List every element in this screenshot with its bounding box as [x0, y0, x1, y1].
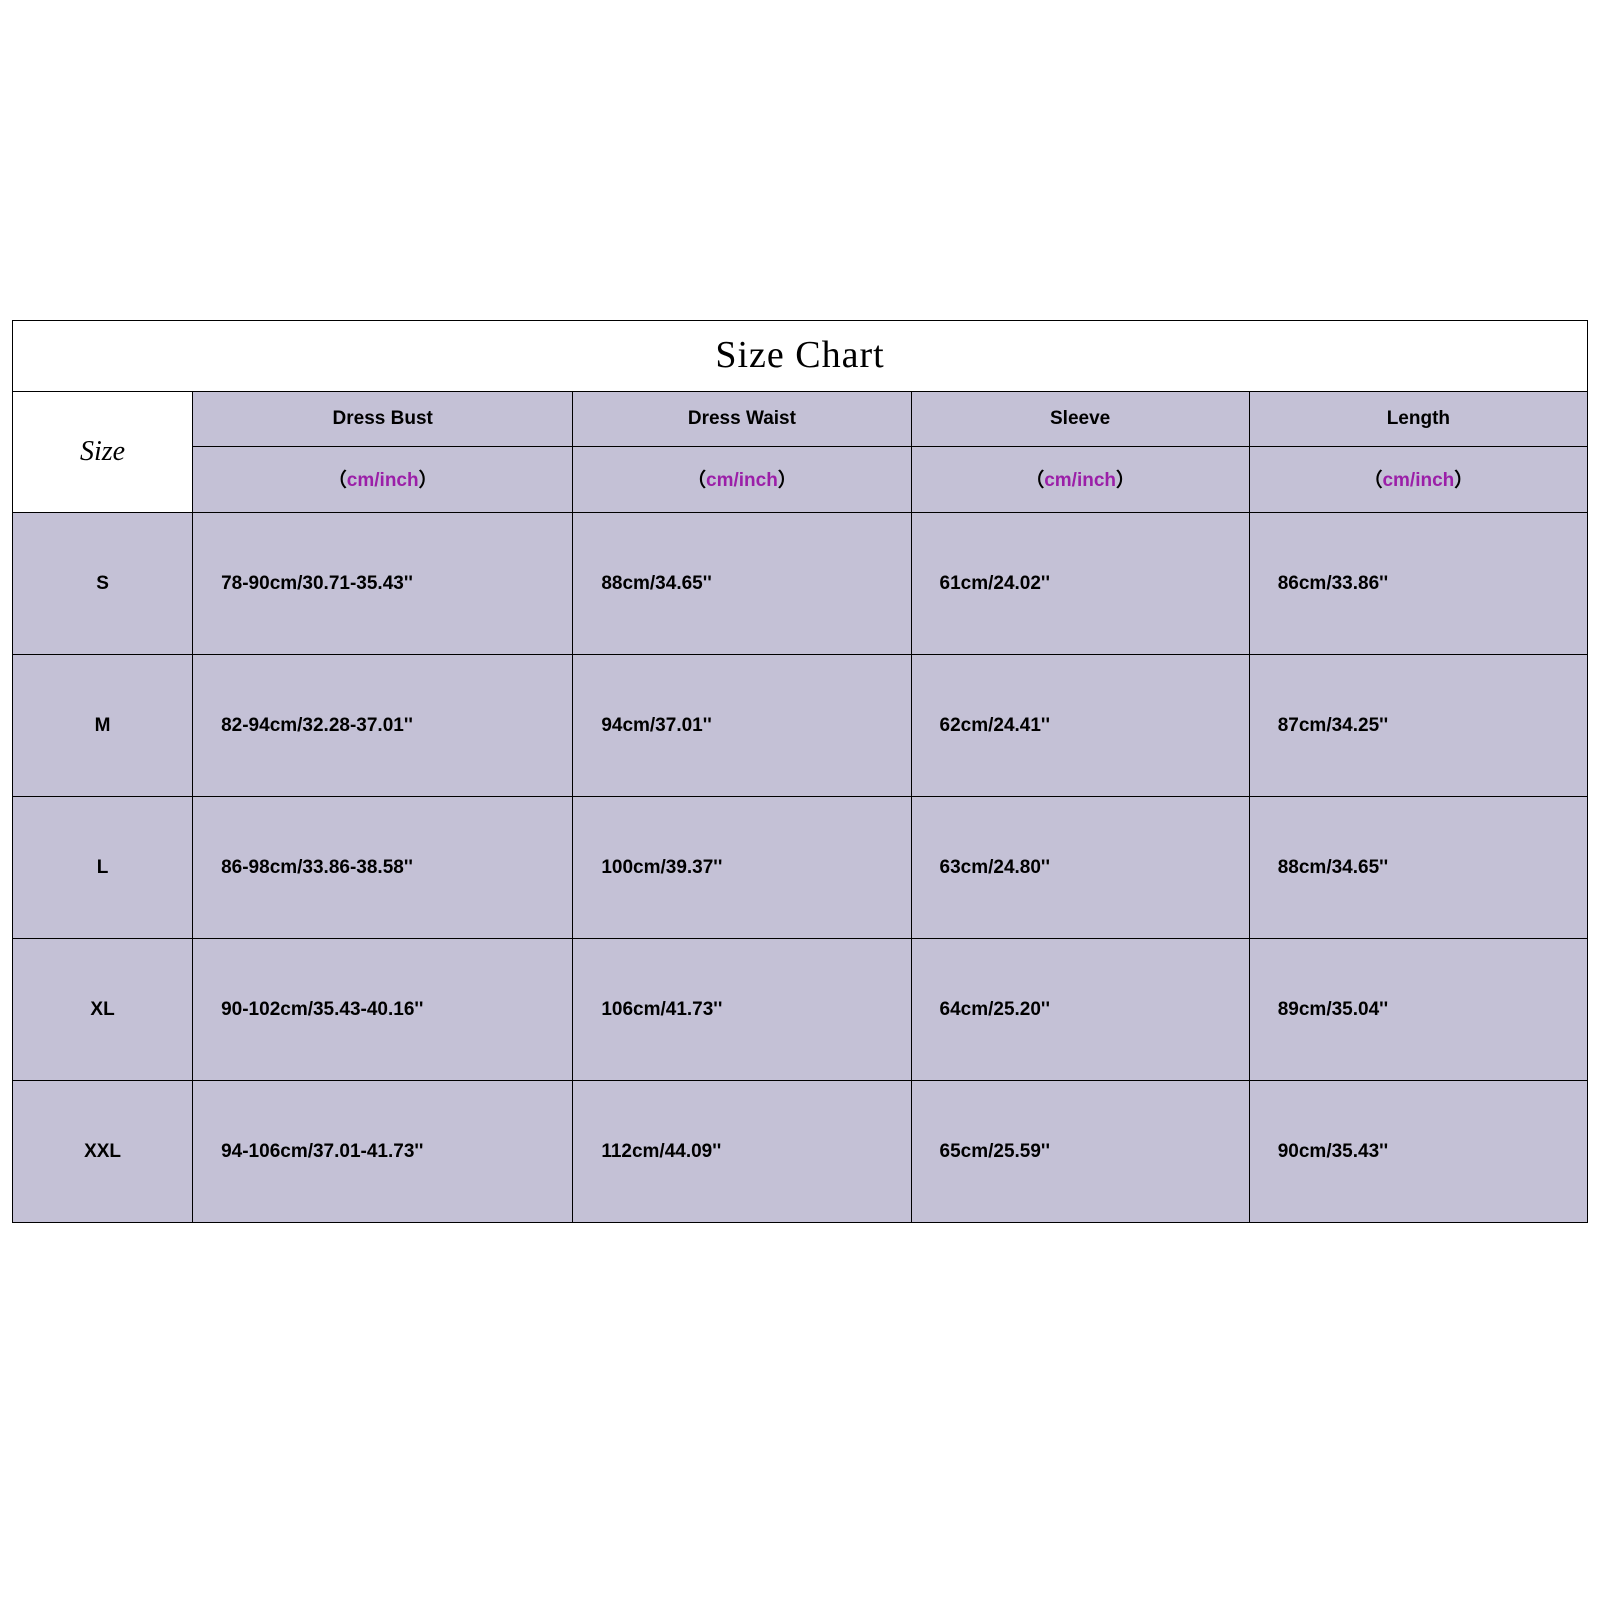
unit-bust: （cm/inch）	[193, 447, 573, 513]
cell-waist: 88cm/34.65''	[573, 513, 911, 655]
cell-sleeve: 65cm/25.59''	[911, 1081, 1249, 1223]
cell-waist: 112cm/44.09''	[573, 1081, 911, 1223]
size-label: M	[13, 655, 193, 797]
header-row: Size Dress Bust Dress Waist Sleeve Lengt…	[13, 392, 1588, 447]
col-header-length: Length	[1249, 392, 1587, 447]
size-label: XL	[13, 939, 193, 1081]
cell-length: 87cm/34.25''	[1249, 655, 1587, 797]
cell-length: 88cm/34.65''	[1249, 797, 1587, 939]
table-row: M 82-94cm/32.28-37.01'' 94cm/37.01'' 62c…	[13, 655, 1588, 797]
table-row: S 78-90cm/30.71-35.43'' 88cm/34.65'' 61c…	[13, 513, 1588, 655]
unit-waist: （cm/inch）	[573, 447, 911, 513]
cell-bust: 86-98cm/33.86-38.58''	[193, 797, 573, 939]
cell-length: 89cm/35.04''	[1249, 939, 1587, 1081]
unit-sleeve: （cm/inch）	[911, 447, 1249, 513]
col-header-waist: Dress Waist	[573, 392, 911, 447]
unit-length: （cm/inch）	[1249, 447, 1587, 513]
col-header-sleeve: Sleeve	[911, 392, 1249, 447]
cell-bust: 90-102cm/35.43-40.16''	[193, 939, 573, 1081]
table-row: L 86-98cm/33.86-38.58'' 100cm/39.37'' 63…	[13, 797, 1588, 939]
cell-sleeve: 63cm/24.80''	[911, 797, 1249, 939]
cell-bust: 94-106cm/37.01-41.73''	[193, 1081, 573, 1223]
cell-sleeve: 64cm/25.20''	[911, 939, 1249, 1081]
cell-sleeve: 61cm/24.02''	[911, 513, 1249, 655]
table-row: XXL 94-106cm/37.01-41.73'' 112cm/44.09''…	[13, 1081, 1588, 1223]
col-header-bust: Dress Bust	[193, 392, 573, 447]
size-column-header: Size	[13, 392, 193, 513]
table-row: XL 90-102cm/35.43-40.16'' 106cm/41.73'' …	[13, 939, 1588, 1081]
size-chart-table: Size Chart Size Dress Bust Dress Waist S…	[12, 320, 1588, 1223]
title-row: Size Chart	[13, 321, 1588, 392]
cell-bust: 78-90cm/30.71-35.43''	[193, 513, 573, 655]
cell-waist: 106cm/41.73''	[573, 939, 911, 1081]
size-label: XXL	[13, 1081, 193, 1223]
size-label: S	[13, 513, 193, 655]
cell-sleeve: 62cm/24.41''	[911, 655, 1249, 797]
size-label: L	[13, 797, 193, 939]
chart-title: Size Chart	[13, 321, 1588, 392]
cell-bust: 82-94cm/32.28-37.01''	[193, 655, 573, 797]
cell-waist: 94cm/37.01''	[573, 655, 911, 797]
cell-waist: 100cm/39.37''	[573, 797, 911, 939]
size-chart-container: Size Chart Size Dress Bust Dress Waist S…	[12, 320, 1588, 1223]
unit-row: （cm/inch） （cm/inch） （cm/inch） （cm/inch）	[13, 447, 1588, 513]
cell-length: 86cm/33.86''	[1249, 513, 1587, 655]
cell-length: 90cm/35.43''	[1249, 1081, 1587, 1223]
